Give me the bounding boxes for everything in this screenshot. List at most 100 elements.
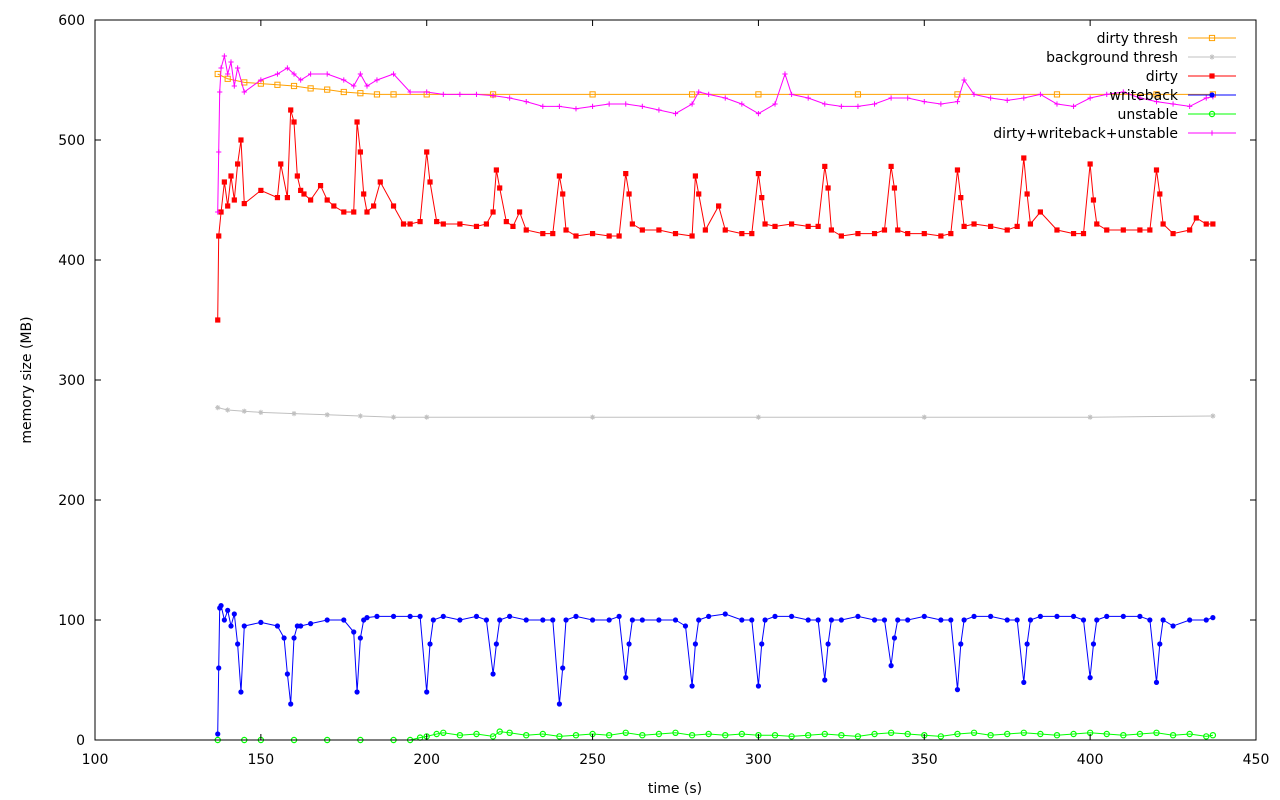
data-point-dirty-thresh [290,82,298,90]
data-point-dirty [288,107,294,113]
data-point-dirty-writeback-unstable [390,71,397,77]
data-point-dirty [221,179,227,185]
data-point-writeback [417,613,423,620]
data-point-writeback [216,665,222,671]
data-point-dirty [871,231,878,237]
data-point-writeback [961,617,967,623]
data-point-dirty [815,223,821,229]
data-point-unstable [804,732,812,739]
series-unstable [214,728,1217,744]
data-point-dirty-writeback-unstable [225,71,231,77]
data-point-unstable [970,729,978,737]
data-point-dirty [1147,227,1153,233]
data-point-dirty [228,173,234,179]
series-layer [214,53,1217,744]
data-point-dirty-writeback-unstable [623,101,629,107]
data-point-dirty-writeback-unstable [971,91,977,97]
data-point-writeback [427,641,433,647]
data-point-background-thresh [225,407,231,413]
data-point-dirty [364,209,370,215]
data-point-dirty-thresh [755,91,762,98]
data-point-dirty-writeback-unstable [341,77,347,83]
data-point-dirty [284,195,290,201]
data-point-dirty [1187,227,1193,233]
data-point-writeback [722,611,728,617]
y-tick-label: 400 [58,253,85,269]
data-point-writeback [563,617,569,623]
data-point-dirty-writeback-unstable [573,106,579,112]
data-point-writeback [772,613,778,620]
x-tick-label: 350 [911,752,938,768]
data-point-dirty [702,227,708,233]
data-point-writeback [629,617,635,623]
data-point-writeback [1054,613,1060,620]
data-point-writeback [1104,613,1110,620]
data-point-writeback [1210,615,1216,621]
data-point-dirty [1027,221,1034,227]
data-point-unstable [1120,732,1127,739]
data-point-unstable [433,730,440,738]
data-point-writeback [1087,675,1093,681]
data-point-writeback [1024,641,1030,647]
data-point-writeback [221,617,227,623]
data-point-writeback [749,617,755,623]
data-point-dirty [427,179,433,185]
data-point-dirty [216,233,222,239]
data-point-dirty-thresh [274,81,281,88]
data-point-dirty [1193,215,1199,221]
data-point-writeback [1153,679,1160,686]
data-point-unstable [871,730,878,738]
data-point-dirty [351,209,357,215]
data-point-unstable [473,730,480,738]
data-point-dirty [749,231,755,237]
data-point-writeback [288,701,294,707]
legend-label: background thresh [1046,50,1178,66]
data-point-dirty-writeback-unstable [1153,99,1160,105]
data-point-unstable [539,730,547,738]
data-point-writeback [822,677,828,683]
data-point-dirty [390,203,397,209]
legend-label: dirty [1146,69,1178,85]
data-point-dirty [958,195,964,201]
data-point-writeback [954,687,961,693]
data-point-dirty [235,161,241,167]
data-point-dirty [231,197,237,203]
data-point-dirty-writeback-unstable [888,95,894,101]
data-point-writeback [1027,617,1034,623]
data-point-writeback [351,629,357,635]
data-point-unstable [954,730,961,738]
data-point-background-thresh [589,414,596,420]
y-tick-label: 100 [58,613,85,629]
data-point-writeback [1021,679,1027,686]
legend-entry-unstable: unstable [1118,107,1236,123]
data-point-dirty [1070,231,1077,237]
data-point-unstable [722,732,729,739]
data-point-dirty-writeback-unstable [308,71,314,77]
series-line-dirty-thresh [217,73,1213,95]
data-point-dirty [540,231,546,237]
data-point-writeback [696,617,702,623]
data-point-writeback [815,617,821,623]
data-point-dirty [639,227,645,233]
legend-marker [1209,130,1215,136]
data-point-unstable [456,732,464,739]
data-point-unstable [1103,730,1110,738]
legend-marker [1208,34,1216,42]
data-point-dirty-writeback-unstable [218,65,224,71]
data-point-dirty [238,137,244,143]
data-point-dirty-writeback-unstable [1187,103,1193,109]
data-point-writeback [341,617,347,623]
data-point-writeback [938,617,944,623]
data-point-writeback [988,613,994,620]
data-point-writeback [225,607,231,614]
data-point-unstable [639,732,646,739]
data-point-dirty [881,227,888,233]
data-point-dirty-writeback-unstable [855,103,861,109]
data-point-dirty [278,161,284,167]
legend-entry-background-thresh: background thresh [1046,50,1236,66]
data-point-dirty [629,221,635,227]
data-point-writeback [274,623,281,629]
data-point-dirty-writeback-unstable [473,91,480,97]
